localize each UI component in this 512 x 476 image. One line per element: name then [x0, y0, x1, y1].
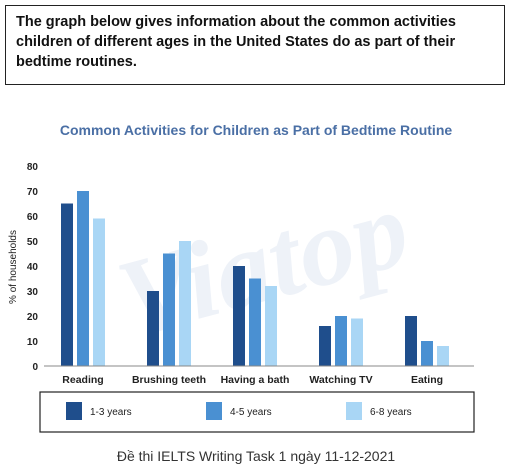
bar [437, 346, 449, 366]
y-axis-label: % of households [8, 230, 19, 304]
x-tick-label: Brushing teeth [132, 374, 206, 386]
legend-label: 4-5 years [230, 407, 272, 418]
legend-swatch [346, 402, 362, 420]
y-tick-label: 20 [27, 312, 39, 323]
bar [249, 278, 261, 366]
y-tick-label: 30 [27, 287, 39, 298]
x-tick-label: Reading [62, 374, 103, 386]
legend-box [39, 391, 475, 433]
chart-title: Common Activities for Children as Part o… [59, 122, 453, 138]
bar [351, 318, 363, 366]
bar [405, 316, 417, 366]
legend-swatch [206, 402, 222, 420]
x-tick-label: Watching TV [309, 374, 372, 386]
bar [233, 266, 245, 366]
bars [61, 191, 449, 366]
y-tick-label: 50 [27, 237, 39, 248]
x-tick-label: Eating [411, 374, 443, 386]
legend-label: 6-8 years [370, 407, 412, 418]
bar [93, 218, 105, 366]
legend: 1-3 years 4-5 years 6-8 years [39, 391, 475, 433]
x-axis-labels: Reading Brushing teeth Having a bath Watchi… [62, 374, 443, 386]
bar [265, 286, 277, 366]
y-tick-label: 40 [27, 262, 39, 273]
bar [61, 203, 73, 366]
x-tick-label: Having a bath [221, 374, 290, 386]
bar [179, 241, 191, 366]
bar [335, 316, 347, 366]
y-tick-label: 80 [27, 162, 39, 173]
y-tick-label: 0 [32, 362, 38, 373]
legend-label: 1-3 years [90, 407, 132, 418]
bar [421, 341, 433, 366]
bar [319, 326, 331, 366]
legend-swatch [66, 402, 82, 420]
y-tick-label: 60 [27, 212, 39, 223]
y-tick-label: 70 [27, 187, 39, 198]
question-prompt: The graph below gives information about … [5, 5, 505, 85]
bar [147, 291, 159, 366]
footer-caption: Đề thi IELTS Writing Task 1 ngày 11-12-2… [116, 448, 396, 464]
y-axis-ticks: 0 10 20 30 40 50 60 70 80 [27, 162, 39, 373]
bar [163, 253, 175, 366]
bar [77, 191, 89, 366]
y-tick-label: 10 [27, 337, 39, 348]
